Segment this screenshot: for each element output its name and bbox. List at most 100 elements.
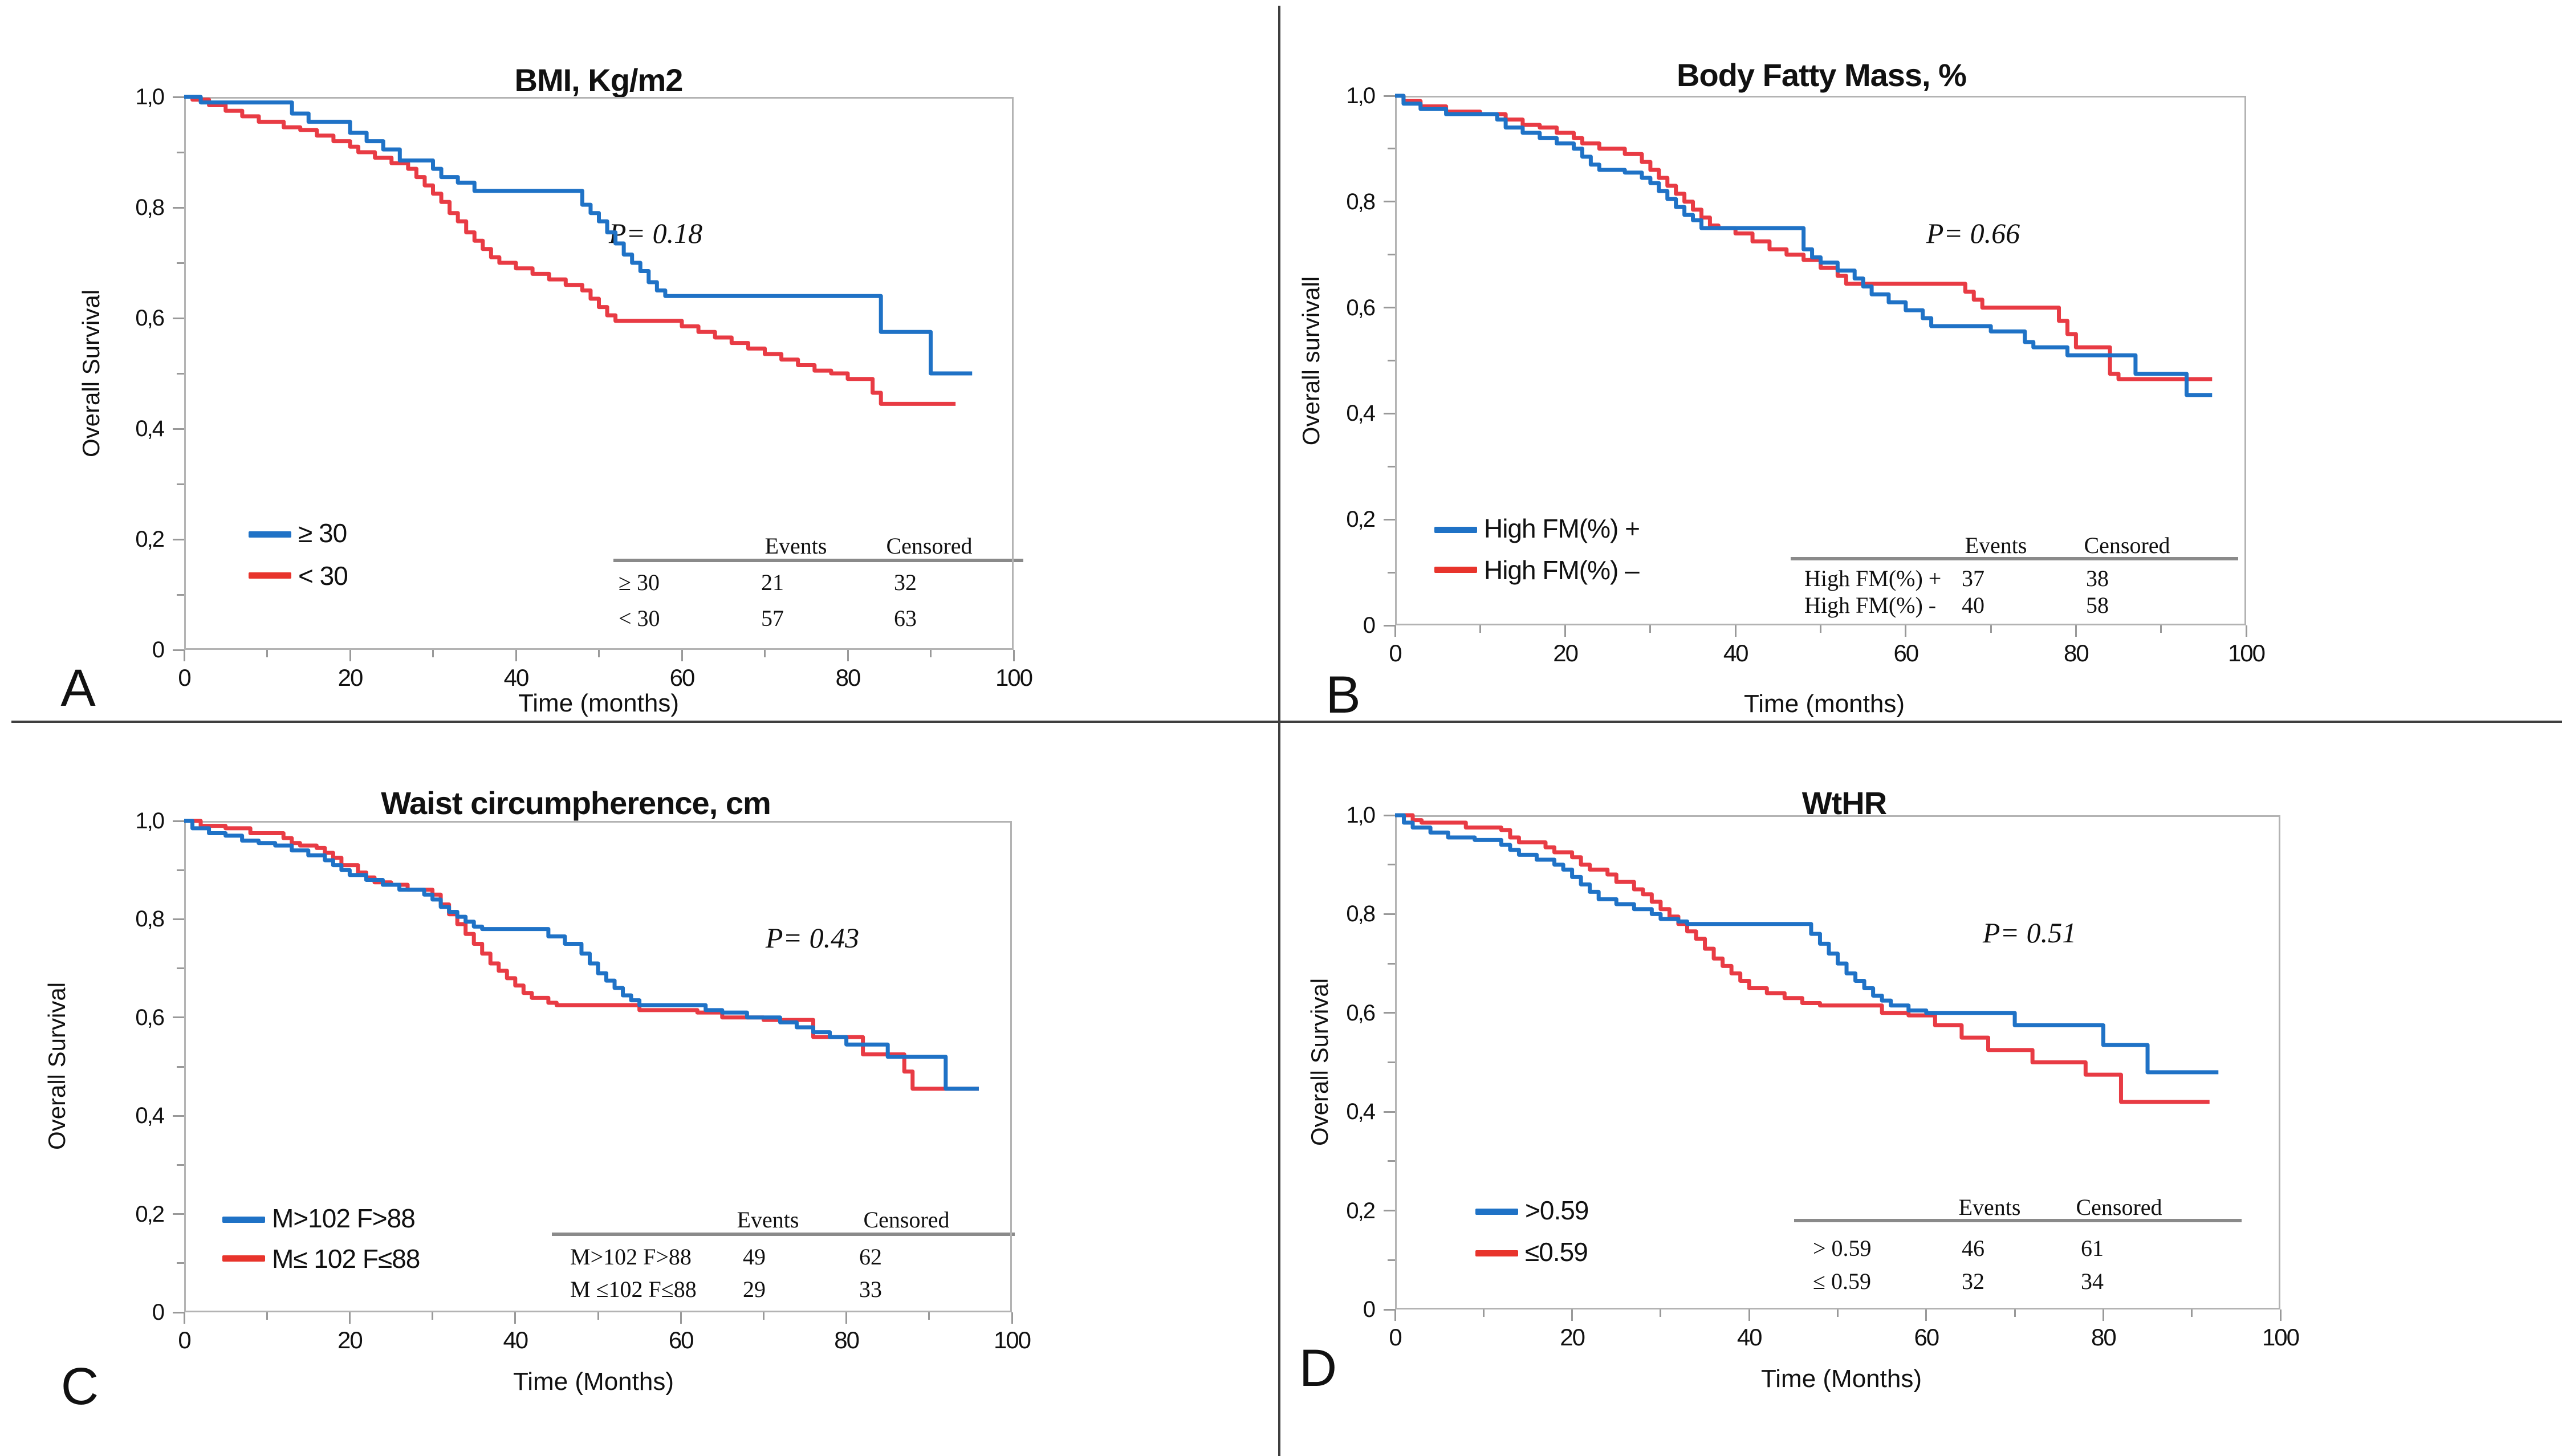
legend-swatch-red xyxy=(1434,567,1477,573)
x-axis-label: Time (months) xyxy=(518,689,679,717)
table-cell-censored: 63 xyxy=(894,605,917,631)
table-rule xyxy=(613,559,1023,562)
table-cell-censored: 33 xyxy=(859,1276,882,1302)
legend-label: < 30 xyxy=(298,561,348,591)
x-tick-label: 100 xyxy=(993,1327,1031,1353)
x-axis-tick xyxy=(1660,1309,1662,1317)
y-axis-tick xyxy=(177,1262,184,1264)
y-tick-label: 0 xyxy=(1363,613,1376,638)
table-cell-events: 49 xyxy=(743,1244,766,1270)
table-row-label: > 0.59 xyxy=(1813,1235,1872,1261)
y-tick-label: 0,6 xyxy=(135,306,165,331)
table-cell-censored: 62 xyxy=(859,1244,882,1270)
legend-swatch-red xyxy=(249,572,291,579)
x-tick-label: 60 xyxy=(1914,1324,1939,1351)
km-curve-red xyxy=(1395,96,2212,379)
x-axis-tick xyxy=(349,650,351,661)
x-tick-label: 100 xyxy=(2227,640,2266,666)
y-axis-tick xyxy=(177,151,184,153)
y-axis-tick xyxy=(173,1311,184,1313)
x-axis-tick xyxy=(928,1312,930,1320)
y-axis-tick xyxy=(1384,913,1395,915)
table-cell-censored: 38 xyxy=(2086,566,2109,591)
y-axis-tick xyxy=(1388,1259,1395,1261)
x-axis-label: Time (Months) xyxy=(513,1368,674,1396)
y-axis-tick xyxy=(1384,1012,1395,1014)
p-value: P= 0.66 xyxy=(1926,217,2020,249)
table-cell-events: 32 xyxy=(1962,1268,1984,1294)
y-axis-tick xyxy=(177,593,184,596)
legend-swatch-blue xyxy=(1434,527,1477,533)
x-tick-label: 40 xyxy=(503,1327,528,1353)
legend-label: High FM(%) + xyxy=(1484,514,1640,543)
x-axis-tick xyxy=(680,1312,682,1324)
x-axis-tick xyxy=(1394,1309,1396,1321)
x-axis-tick xyxy=(183,650,185,661)
x-axis-tick xyxy=(514,1312,517,1324)
table-cell-events: 57 xyxy=(761,605,784,631)
y-tick-label: 0,8 xyxy=(135,195,165,220)
y-axis-tick xyxy=(177,372,184,375)
x-tick-label: 20 xyxy=(1553,640,1579,666)
y-tick-label: 0,6 xyxy=(1346,295,1376,320)
table-rule xyxy=(552,1233,1015,1236)
legend-label: M>102 F>88 xyxy=(272,1203,416,1233)
y-axis-tick xyxy=(1388,1062,1395,1063)
km-curve-red xyxy=(1395,815,2210,1102)
y-axis-tick xyxy=(1384,624,1395,627)
x-axis-tick xyxy=(764,650,766,657)
x-axis-tick xyxy=(1905,625,1907,637)
legend-label: >0.59 xyxy=(1525,1195,1589,1225)
km-curve-blue xyxy=(184,97,972,373)
x-axis-tick xyxy=(1011,1312,1013,1324)
km-curve-blue xyxy=(184,821,979,1089)
panel-letter: B xyxy=(1325,666,1361,724)
x-axis-tick xyxy=(1837,1309,1839,1317)
x-axis-tick xyxy=(2160,625,2162,633)
x-axis-tick xyxy=(2279,1309,2282,1321)
x-tick-label: 40 xyxy=(503,664,530,691)
y-axis-tick xyxy=(1388,1160,1395,1162)
table-row-label: M ≤102 F≤88 xyxy=(570,1276,697,1302)
legend-swatch-blue xyxy=(249,531,291,538)
y-tick-label: 1,0 xyxy=(135,808,165,833)
y-tick-label: 0,4 xyxy=(135,416,165,441)
x-axis-tick xyxy=(1734,625,1737,637)
p-value: P= 0.43 xyxy=(765,922,860,954)
y-axis-tick xyxy=(177,1065,184,1068)
y-tick-label: 0,8 xyxy=(1346,901,1376,927)
x-tick-label: 20 xyxy=(1560,1324,1585,1351)
panel-title: WtHR xyxy=(1801,785,1887,821)
panel-title: BMI, Kg/m2 xyxy=(514,62,684,99)
y-axis-tick xyxy=(1384,412,1395,414)
x-tick-label: 40 xyxy=(1723,640,1749,666)
y-axis-tick xyxy=(1384,201,1395,203)
y-axis-tick xyxy=(177,967,184,970)
x-tick-label: 80 xyxy=(2064,640,2089,666)
km-curve-blue xyxy=(1395,96,2212,395)
table-cell-events: 40 xyxy=(1962,592,1984,618)
table-cell-censored: 32 xyxy=(894,570,917,595)
table-row-label: ≥ 30 xyxy=(619,570,660,595)
x-axis-tick xyxy=(515,650,517,661)
x-axis-tick xyxy=(1990,625,1992,633)
x-tick-label: 40 xyxy=(1737,1324,1763,1351)
table-header-events: Events xyxy=(1965,532,2027,558)
x-axis-tick xyxy=(183,1312,185,1324)
table-cell-events: 29 xyxy=(743,1276,766,1302)
y-axis-tick xyxy=(1384,1111,1395,1113)
x-axis-tick xyxy=(2245,625,2247,637)
x-axis-tick xyxy=(847,650,849,661)
y-axis-tick xyxy=(1388,571,1395,574)
panel-title: Body Fatty Mass, % xyxy=(1677,57,1967,93)
x-axis-tick xyxy=(348,1312,351,1324)
x-axis-tick xyxy=(1012,650,1015,661)
y-tick-label: 0,4 xyxy=(1346,401,1376,426)
y-tick-label: 0 xyxy=(1363,1297,1376,1322)
y-tick-label: 0,6 xyxy=(1346,1000,1376,1026)
x-axis-tick xyxy=(266,1312,268,1320)
table-header-events: Events xyxy=(1958,1194,2021,1220)
table-cell-events: 21 xyxy=(761,570,784,595)
y-axis-tick xyxy=(173,317,184,319)
y-tick-label: 0 xyxy=(152,637,165,662)
